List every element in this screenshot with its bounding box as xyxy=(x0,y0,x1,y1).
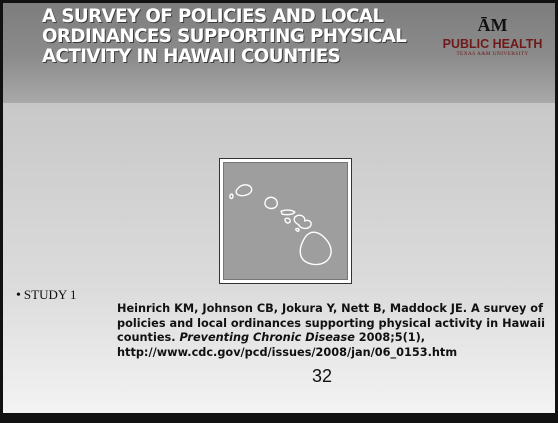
lanai-island xyxy=(284,217,291,224)
map-background xyxy=(223,162,348,280)
kauai-island xyxy=(235,184,253,197)
logo-public-health-text: PUBLIC HEALTH xyxy=(442,37,543,51)
bullet-dot-icon: • xyxy=(16,288,21,303)
tamu-public-health-logo: ĀM PUBLIC HEALTH TEXAS A&M UNIVERSITY xyxy=(430,16,555,58)
molokai-island xyxy=(280,209,296,216)
tam-logo-mark: ĀM xyxy=(477,15,508,35)
header-band xyxy=(3,3,555,103)
oahu-island xyxy=(264,196,278,210)
citation-issue: 2008;5(1), xyxy=(358,331,426,345)
kahoolawe-island xyxy=(295,227,300,232)
study-bullet: • STUDY 1 xyxy=(16,287,77,304)
hawaii-map-image xyxy=(219,158,352,284)
hawaii-islands-map-icon xyxy=(229,184,332,266)
citation-authors: Heinrich KM, Johnson CB, Jokura Y, Nett … xyxy=(117,302,468,315)
citation-text: Heinrich KM, Johnson CB, Jokura Y, Nett … xyxy=(117,302,547,360)
bullet-label: STUDY 1 xyxy=(23,287,77,302)
logo-university-text: TEXAS A&M UNIVERSITY xyxy=(456,51,529,57)
maui-island xyxy=(293,214,312,230)
citation-journal: Preventing Chronic Disease xyxy=(179,331,355,345)
citation-title: A survey of policies and local ordinance… xyxy=(117,302,546,345)
slide-title: A SURVEY OF POLICIES AND LOCAL ORDINANCE… xyxy=(42,5,407,67)
niihau-island xyxy=(229,193,234,200)
citation-url: http://www.cdc.gov/pcd/issues/2008/jan/0… xyxy=(117,345,458,359)
big-island xyxy=(299,231,332,266)
slide-number: 32 xyxy=(312,366,333,386)
